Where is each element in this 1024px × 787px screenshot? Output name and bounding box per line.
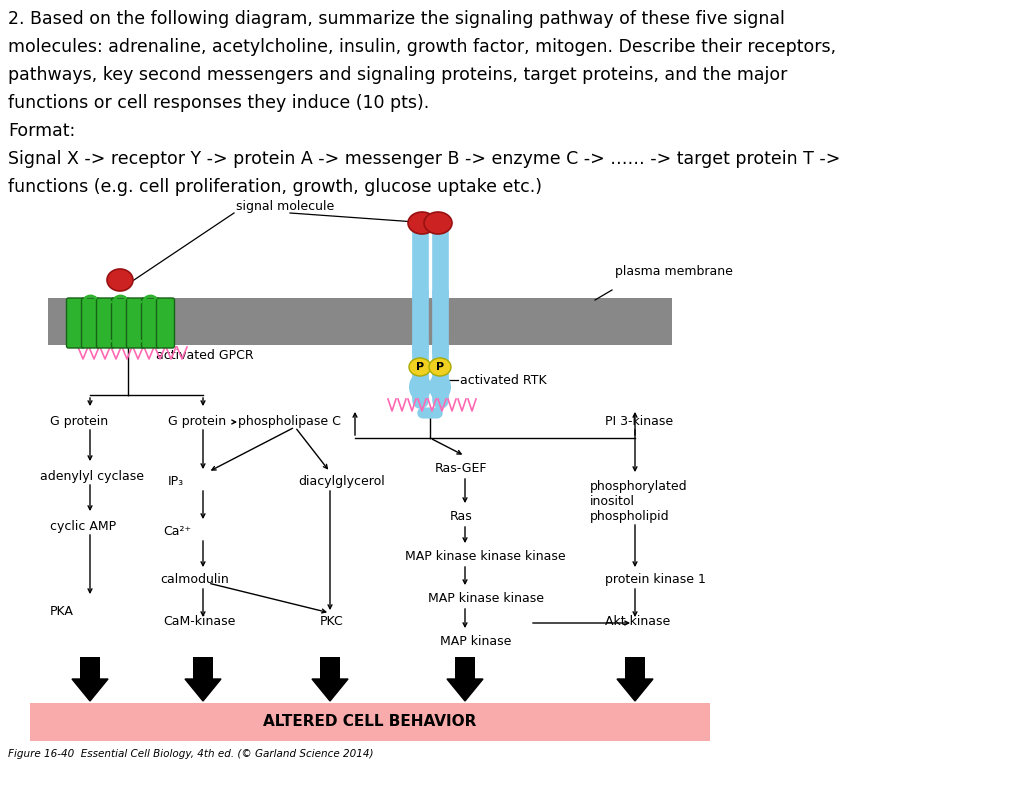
Text: Ca²⁺: Ca²⁺ (163, 525, 191, 538)
FancyBboxPatch shape (112, 298, 129, 348)
Text: MAP kinase: MAP kinase (440, 635, 511, 648)
Text: IP₃: IP₃ (168, 475, 184, 488)
Polygon shape (617, 679, 653, 701)
Text: ALTERED CELL BEHAVIOR: ALTERED CELL BEHAVIOR (263, 715, 477, 730)
Text: phospholipase C: phospholipase C (238, 415, 341, 428)
Text: cyclic AMP: cyclic AMP (50, 520, 116, 533)
FancyBboxPatch shape (141, 298, 160, 348)
Text: G protein: G protein (168, 415, 226, 428)
Text: Format:: Format: (8, 122, 75, 140)
Text: MAP kinase kinase: MAP kinase kinase (428, 592, 544, 605)
Text: functions or cell responses they induce (10 pts).: functions or cell responses they induce … (8, 94, 429, 112)
Text: PKC: PKC (319, 615, 344, 628)
Text: PKA: PKA (50, 605, 74, 618)
Text: pathways, key second messengers and signaling proteins, target proteins, and the: pathways, key second messengers and sign… (8, 66, 787, 84)
Text: G protein: G protein (50, 415, 109, 428)
Ellipse shape (429, 358, 451, 376)
Text: calmodulin: calmodulin (160, 573, 228, 586)
FancyBboxPatch shape (82, 298, 99, 348)
Ellipse shape (409, 373, 431, 401)
Bar (30, 703, 710, 741)
Bar (319, 657, 340, 679)
Text: signal molecule: signal molecule (236, 200, 334, 213)
Bar (193, 657, 213, 679)
Text: 2. Based on the following diagram, summarize the signaling pathway of these five: 2. Based on the following diagram, summa… (8, 10, 784, 28)
Text: phosphorylated
inositol
phospholipid: phosphorylated inositol phospholipid (590, 480, 688, 523)
FancyBboxPatch shape (127, 298, 144, 348)
Ellipse shape (408, 212, 436, 234)
Text: CaM-kinase: CaM-kinase (163, 615, 236, 628)
FancyBboxPatch shape (67, 298, 85, 348)
Text: Akt kinase: Akt kinase (605, 615, 671, 628)
Polygon shape (72, 679, 108, 701)
Text: protein kinase 1: protein kinase 1 (605, 573, 706, 586)
Bar (455, 657, 475, 679)
Bar (625, 657, 645, 679)
Bar (48, 298, 672, 345)
Bar (80, 657, 100, 679)
Text: molecules: adrenaline, acetylcholine, insulin, growth factor, mitogen. Describe : molecules: adrenaline, acetylcholine, in… (8, 38, 837, 56)
Text: activated GPCR: activated GPCR (156, 349, 254, 362)
Text: PI 3-kinase: PI 3-kinase (605, 415, 673, 428)
Text: P: P (436, 362, 444, 372)
Text: Figure 16-40  Essential Cell Biology, 4th ed. (© Garland Science 2014): Figure 16-40 Essential Cell Biology, 4th… (8, 749, 374, 759)
Polygon shape (185, 679, 221, 701)
Text: Signal X -> receptor Y -> protein A -> messenger B -> enzyme C -> …… -> target p: Signal X -> receptor Y -> protein A -> m… (8, 150, 841, 168)
Ellipse shape (424, 212, 452, 234)
Text: activated RTK: activated RTK (460, 374, 547, 386)
Text: Ras-GEF: Ras-GEF (435, 462, 487, 475)
FancyBboxPatch shape (96, 298, 115, 348)
Text: P: P (416, 362, 424, 372)
Polygon shape (312, 679, 348, 701)
Text: plasma membrane: plasma membrane (615, 265, 733, 278)
Text: Ras: Ras (450, 510, 473, 523)
Text: MAP kinase kinase kinase: MAP kinase kinase kinase (406, 550, 565, 563)
FancyBboxPatch shape (157, 298, 174, 348)
Ellipse shape (106, 269, 133, 291)
Text: diacylglycerol: diacylglycerol (298, 475, 385, 488)
Text: adenylyl cyclase: adenylyl cyclase (40, 470, 144, 483)
Polygon shape (447, 679, 483, 701)
Text: functions (e.g. cell proliferation, growth, glucose uptake etc.): functions (e.g. cell proliferation, grow… (8, 178, 542, 196)
Ellipse shape (409, 358, 431, 376)
Ellipse shape (429, 373, 451, 401)
